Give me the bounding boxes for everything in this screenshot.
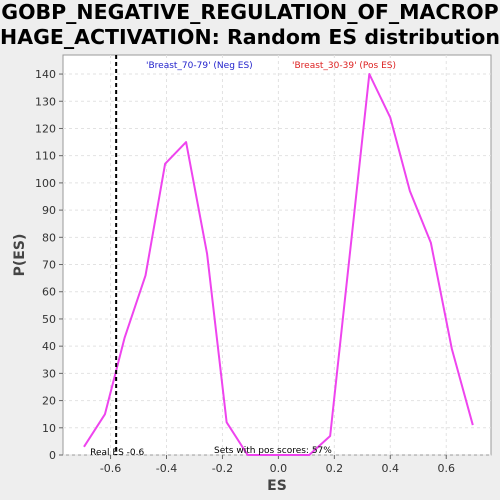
x-tick-label: -0.4	[156, 462, 177, 475]
x-tick-label: -0.6	[100, 462, 121, 475]
y-tick-label: 50	[42, 313, 56, 326]
plot-area	[62, 54, 492, 456]
y-tick-label: 40	[42, 340, 56, 353]
series-group	[83, 73, 474, 456]
legend-neg-es: 'Breast_70-79' (Neg ES)	[146, 61, 253, 71]
y-tick-label: 80	[42, 231, 56, 244]
x-tick-label: 0.4	[382, 462, 400, 475]
y-tick-label: 70	[42, 259, 56, 272]
chart-title: GOBP_NEGATIVE_REGULATION_OF_MACROP HAGE_…	[0, 0, 500, 50]
legend-pos-es: 'Breast_30-39' (Pos ES)	[292, 61, 396, 71]
es-distribution-line	[83, 73, 474, 456]
x-axis-ticks: -0.6 -0.4 -0.2 0.0 0.2 0.4 0.6	[100, 455, 455, 475]
real-es-label: Real ES -0.6	[90, 448, 144, 458]
x-tick-label: -0.2	[212, 462, 233, 475]
x-tick-label: 0.0	[270, 462, 288, 475]
y-tick-label: 110	[35, 150, 56, 163]
y-tick-label: 0	[49, 449, 56, 462]
y-tick-label: 130	[35, 95, 56, 108]
chart-title-line-2: HAGE_ACTIVATION: Random ES distribution	[0, 25, 500, 49]
grid-lines	[63, 55, 491, 456]
y-tick-label: 20	[42, 395, 56, 408]
y-axis-ticks: 0 10 20 30 40 50 60 70 80 90 100 110 120 130 140	[35, 68, 63, 462]
chart-title-line-1: GOBP_NEGATIVE_REGULATION_OF_MACROP	[1, 0, 499, 24]
y-tick-label: 60	[42, 286, 56, 299]
y-axis-label: P(ES)	[12, 234, 28, 277]
y-tick-label: 120	[35, 122, 56, 135]
pos-scores-label: Sets with pos scores: 57%	[214, 446, 332, 456]
y-tick-label: 30	[42, 367, 56, 380]
y-tick-label: 90	[42, 204, 56, 217]
x-tick-label: 0.2	[326, 462, 344, 475]
x-tick-label: 0.6	[437, 462, 455, 475]
x-axis-label: ES	[267, 478, 287, 494]
y-tick-label: 140	[35, 68, 56, 81]
y-tick-label: 100	[35, 177, 56, 190]
y-tick-label: 10	[42, 422, 56, 435]
